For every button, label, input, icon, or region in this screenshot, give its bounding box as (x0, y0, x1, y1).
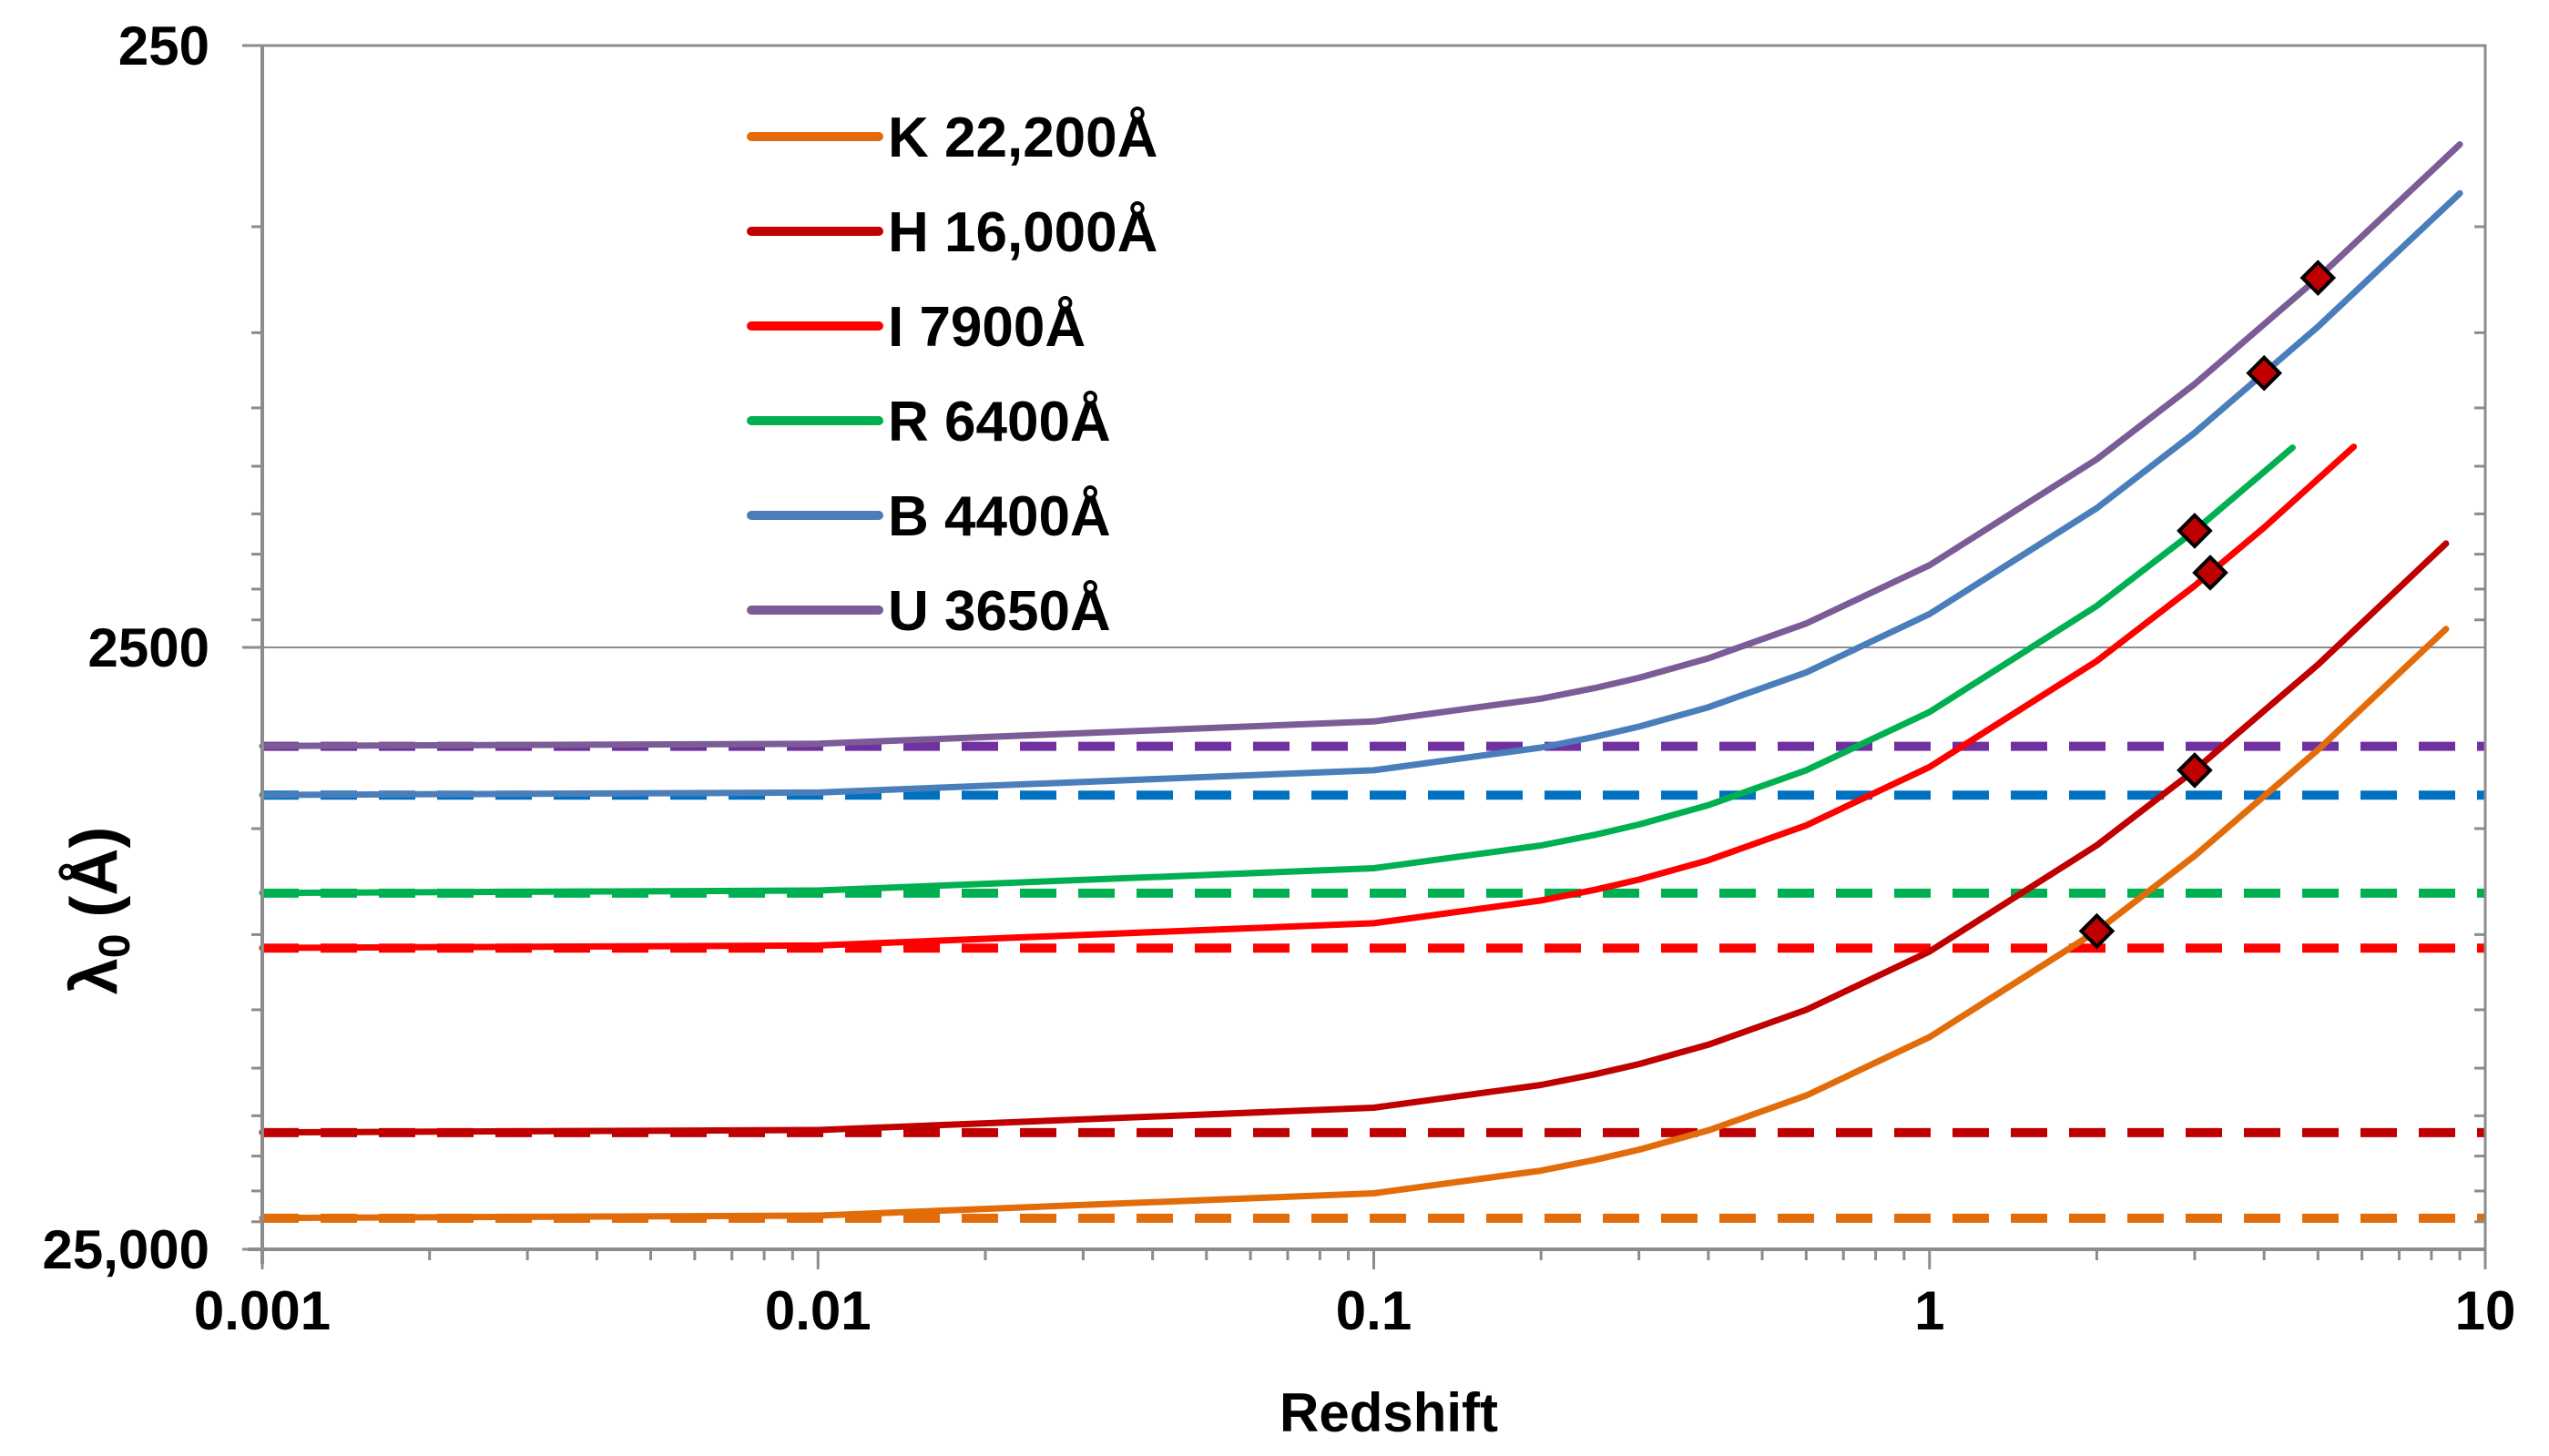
y-tick-labels: 250 2500 25,000 (42, 15, 209, 1280)
y-axis-title-unit: (Å) (58, 827, 131, 918)
y-tick-label: 2500 (88, 617, 209, 678)
legend-label-U: U 3650Å (888, 580, 1111, 643)
legend: K 22,200Å H 16,000Å I 7900Å R 6400Å B 4400Å U… (747, 107, 1157, 643)
series-line-R (259, 444, 2296, 897)
x-axis-title: Redshift (1280, 1382, 1498, 1443)
legend-label-K: K 22,200Å (888, 107, 1157, 169)
y-axis-title-symbol: λ (58, 958, 131, 994)
y-axis-title-subscript: 0 (91, 934, 139, 959)
x-tick-labels: 0.001 0.01 0.1 1 10 (194, 1280, 2515, 1341)
legend-label-B: B 4400Å (888, 485, 1111, 548)
x-tick-label: 10 (2455, 1280, 2516, 1341)
data-markers (2078, 260, 2337, 950)
x-tick-label: 0.01 (765, 1280, 872, 1341)
axis-ticks (242, 44, 2487, 1269)
series-line-K (259, 626, 2450, 1222)
marker-I (2192, 555, 2228, 591)
marker-R (2177, 513, 2213, 549)
series-line-U (259, 141, 2463, 749)
legend-label-I: I 7900Å (888, 296, 1086, 359)
y-tick-label: 25,000 (42, 1219, 209, 1280)
legend-label-R: R 6400Å (888, 391, 1111, 453)
y-tick-label: 250 (118, 15, 209, 76)
series-line-I (259, 443, 2358, 952)
marker-H (2177, 752, 2213, 789)
series-line-B (259, 189, 2463, 799)
marker-B (2246, 354, 2282, 392)
x-tick-label: 1 (1914, 1280, 1944, 1341)
y-axis-title: λ0 (Å) (58, 827, 139, 995)
marker-K (2078, 912, 2116, 950)
x-tick-label: 0.1 (1336, 1280, 1412, 1341)
marker-U (2299, 260, 2337, 296)
x-tick-label: 0.001 (194, 1280, 331, 1341)
legend-label-H: H 16,000Å (888, 201, 1157, 264)
